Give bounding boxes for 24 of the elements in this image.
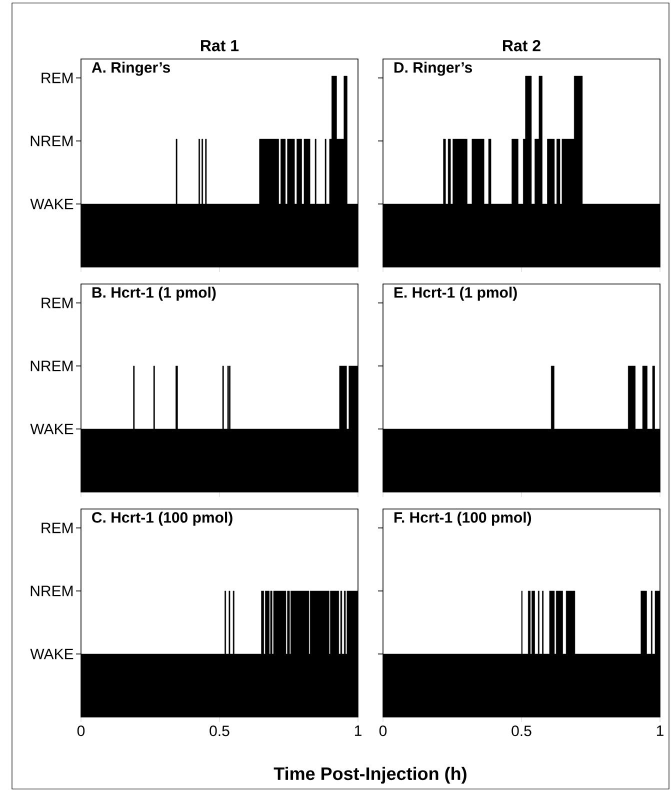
x-tick-label: 0 [77, 726, 85, 736]
text: REM [42, 522, 73, 534]
text: WAKE [30, 424, 74, 434]
text: NREM [30, 136, 73, 146]
x-tick-label: 1 [354, 726, 362, 736]
x-tick-label: 0 [379, 726, 387, 736]
x-tick-label: 1 [656, 726, 664, 736]
chart-title: E. Hcrt-1 (1 pmol) [394, 286, 517, 301]
text: WAKE [30, 648, 74, 660]
text: NREM [30, 586, 73, 596]
chart-title: C. Hcrt-1 (100 pmol) [92, 512, 232, 526]
chart-subtitle: Rat 2 [503, 40, 540, 52]
text: REM [42, 298, 73, 308]
x-axis-title: Time Post-Injection (h) [274, 766, 466, 784]
chart-title: F. Hcrt-1 (100 pmol) [394, 512, 532, 526]
x-tick-label: 0.5 [210, 726, 230, 736]
chart-title: B. Hcrt-1 (1 pmol) [92, 286, 216, 301]
text: WAKE [30, 198, 74, 210]
chart-title: D. Ringer’s [394, 62, 472, 76]
chart-subtitle: Rat 1 [201, 40, 239, 52]
x-tick-label: 0.5 [512, 726, 532, 736]
text: NREM [30, 360, 73, 372]
text: REM [42, 72, 73, 84]
chart-title: A. Ringer’s [92, 62, 170, 76]
